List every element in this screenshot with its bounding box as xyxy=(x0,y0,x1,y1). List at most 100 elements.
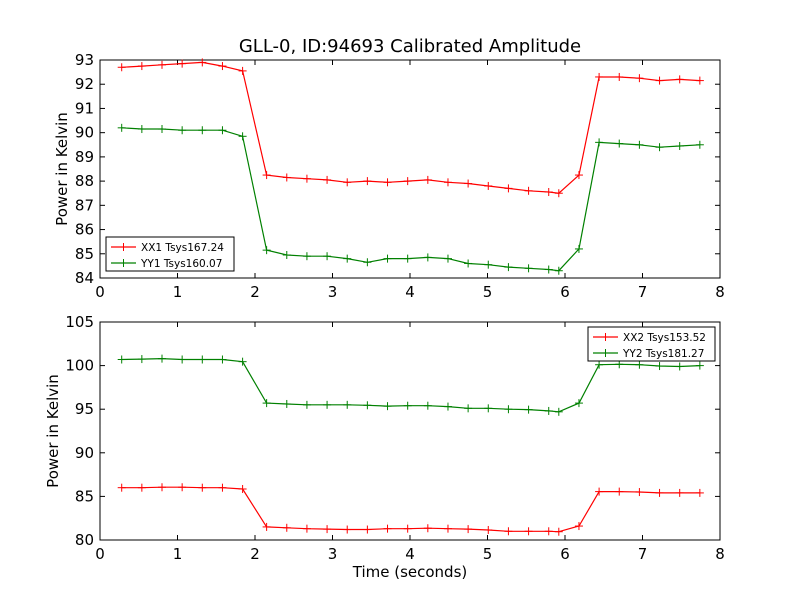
data-point xyxy=(695,140,704,149)
data-point xyxy=(137,483,146,492)
x-tick-label: 5 xyxy=(483,545,493,563)
data-point xyxy=(117,355,126,364)
data-point xyxy=(615,487,624,496)
data-point xyxy=(574,522,583,531)
data-point xyxy=(655,76,664,85)
x-tick-label: 6 xyxy=(560,283,570,301)
x-tick-label: 5 xyxy=(483,283,493,301)
data-point xyxy=(615,72,624,81)
x-tick-label: 1 xyxy=(173,545,183,563)
data-point xyxy=(198,483,207,492)
data-point xyxy=(464,525,473,534)
data-point xyxy=(695,76,704,85)
data-point xyxy=(544,265,553,274)
data-point xyxy=(262,522,271,531)
y-tick-label: 85 xyxy=(75,487,94,505)
data-point xyxy=(554,407,563,416)
legend: XX2 Tsys153.52 YY2 Tsys181.27 xyxy=(587,326,716,362)
data-point xyxy=(464,404,473,413)
data-point xyxy=(262,246,271,255)
data-point xyxy=(615,360,624,369)
data-point xyxy=(655,143,664,152)
data-point xyxy=(595,72,604,81)
data-point xyxy=(363,177,372,186)
x-tick-label: 0 xyxy=(95,283,105,301)
data-point xyxy=(282,523,291,532)
data-point xyxy=(574,171,583,180)
data-point xyxy=(383,402,392,411)
data-point xyxy=(403,254,412,263)
data-point xyxy=(383,178,392,187)
y-axis-label: Power in Kelvin xyxy=(44,374,62,488)
data-point xyxy=(655,488,664,497)
y-tick-label: 86 xyxy=(75,221,94,239)
data-point xyxy=(443,402,452,411)
data-point xyxy=(302,524,311,533)
x-tick-label: 2 xyxy=(250,283,260,301)
data-point xyxy=(282,173,291,182)
data-point xyxy=(635,488,644,497)
data-point xyxy=(423,524,432,533)
data-point xyxy=(363,401,372,410)
x-tick-label: 7 xyxy=(638,545,648,563)
data-point xyxy=(238,357,247,366)
data-point xyxy=(635,74,644,83)
data-point xyxy=(675,488,684,497)
data-point xyxy=(238,484,247,493)
data-point xyxy=(238,66,247,75)
data-point xyxy=(137,355,146,364)
data-point xyxy=(554,189,563,198)
data-point xyxy=(178,483,187,492)
y-tick-label: 105 xyxy=(65,313,94,331)
data-point xyxy=(403,524,412,533)
y-tick-label: 84 xyxy=(75,269,94,287)
data-point xyxy=(302,400,311,409)
data-point xyxy=(343,178,352,187)
subplot-top: 0 1 2 3 4 5 6 7 8 84 85 86 87 88 89 90 91 92 93 Power in Ke… xyxy=(53,51,725,301)
data-point xyxy=(238,132,247,141)
legend-label: XX2 Tsys153.52 xyxy=(623,332,706,344)
data-point xyxy=(574,399,583,408)
x-tick-label: 8 xyxy=(715,283,725,301)
legend-box xyxy=(587,326,716,362)
data-point xyxy=(695,361,704,370)
data-point xyxy=(443,254,452,263)
data-point xyxy=(343,400,352,409)
data-point xyxy=(198,58,207,67)
data-point xyxy=(137,125,146,134)
y-tick-label: 92 xyxy=(75,75,94,93)
data-point xyxy=(484,525,493,534)
data-point xyxy=(574,244,583,253)
data-point xyxy=(323,400,332,409)
data-point xyxy=(655,362,664,371)
data-point xyxy=(403,401,412,410)
data-point xyxy=(383,524,392,533)
data-point xyxy=(484,404,493,413)
data-point xyxy=(464,259,473,268)
data-point xyxy=(158,125,166,134)
legend: XX1 Tsys167.24 YY1 Tsys160.07 xyxy=(105,236,235,272)
data-point xyxy=(218,483,227,492)
data-point xyxy=(178,126,187,135)
data-point xyxy=(524,264,533,273)
data-point xyxy=(484,181,493,190)
x-tick-label: 8 xyxy=(715,545,725,563)
y-tick-label: 93 xyxy=(75,51,94,69)
y-tick-label: 91 xyxy=(75,99,94,117)
data-point xyxy=(302,252,311,261)
data-point xyxy=(635,140,644,149)
x-tick-label: 4 xyxy=(405,545,415,563)
data-point xyxy=(158,60,166,69)
data-point xyxy=(343,254,352,263)
data-point xyxy=(675,75,684,84)
legend-label: YY1 Tsys160.07 xyxy=(140,258,222,270)
data-point xyxy=(675,141,684,150)
data-point xyxy=(117,483,126,492)
data-point xyxy=(443,178,452,187)
data-point xyxy=(615,139,624,148)
y-tick-label: 80 xyxy=(75,531,94,549)
data-point xyxy=(218,126,227,135)
y-tick-label: 87 xyxy=(75,196,94,214)
data-point xyxy=(504,405,513,414)
